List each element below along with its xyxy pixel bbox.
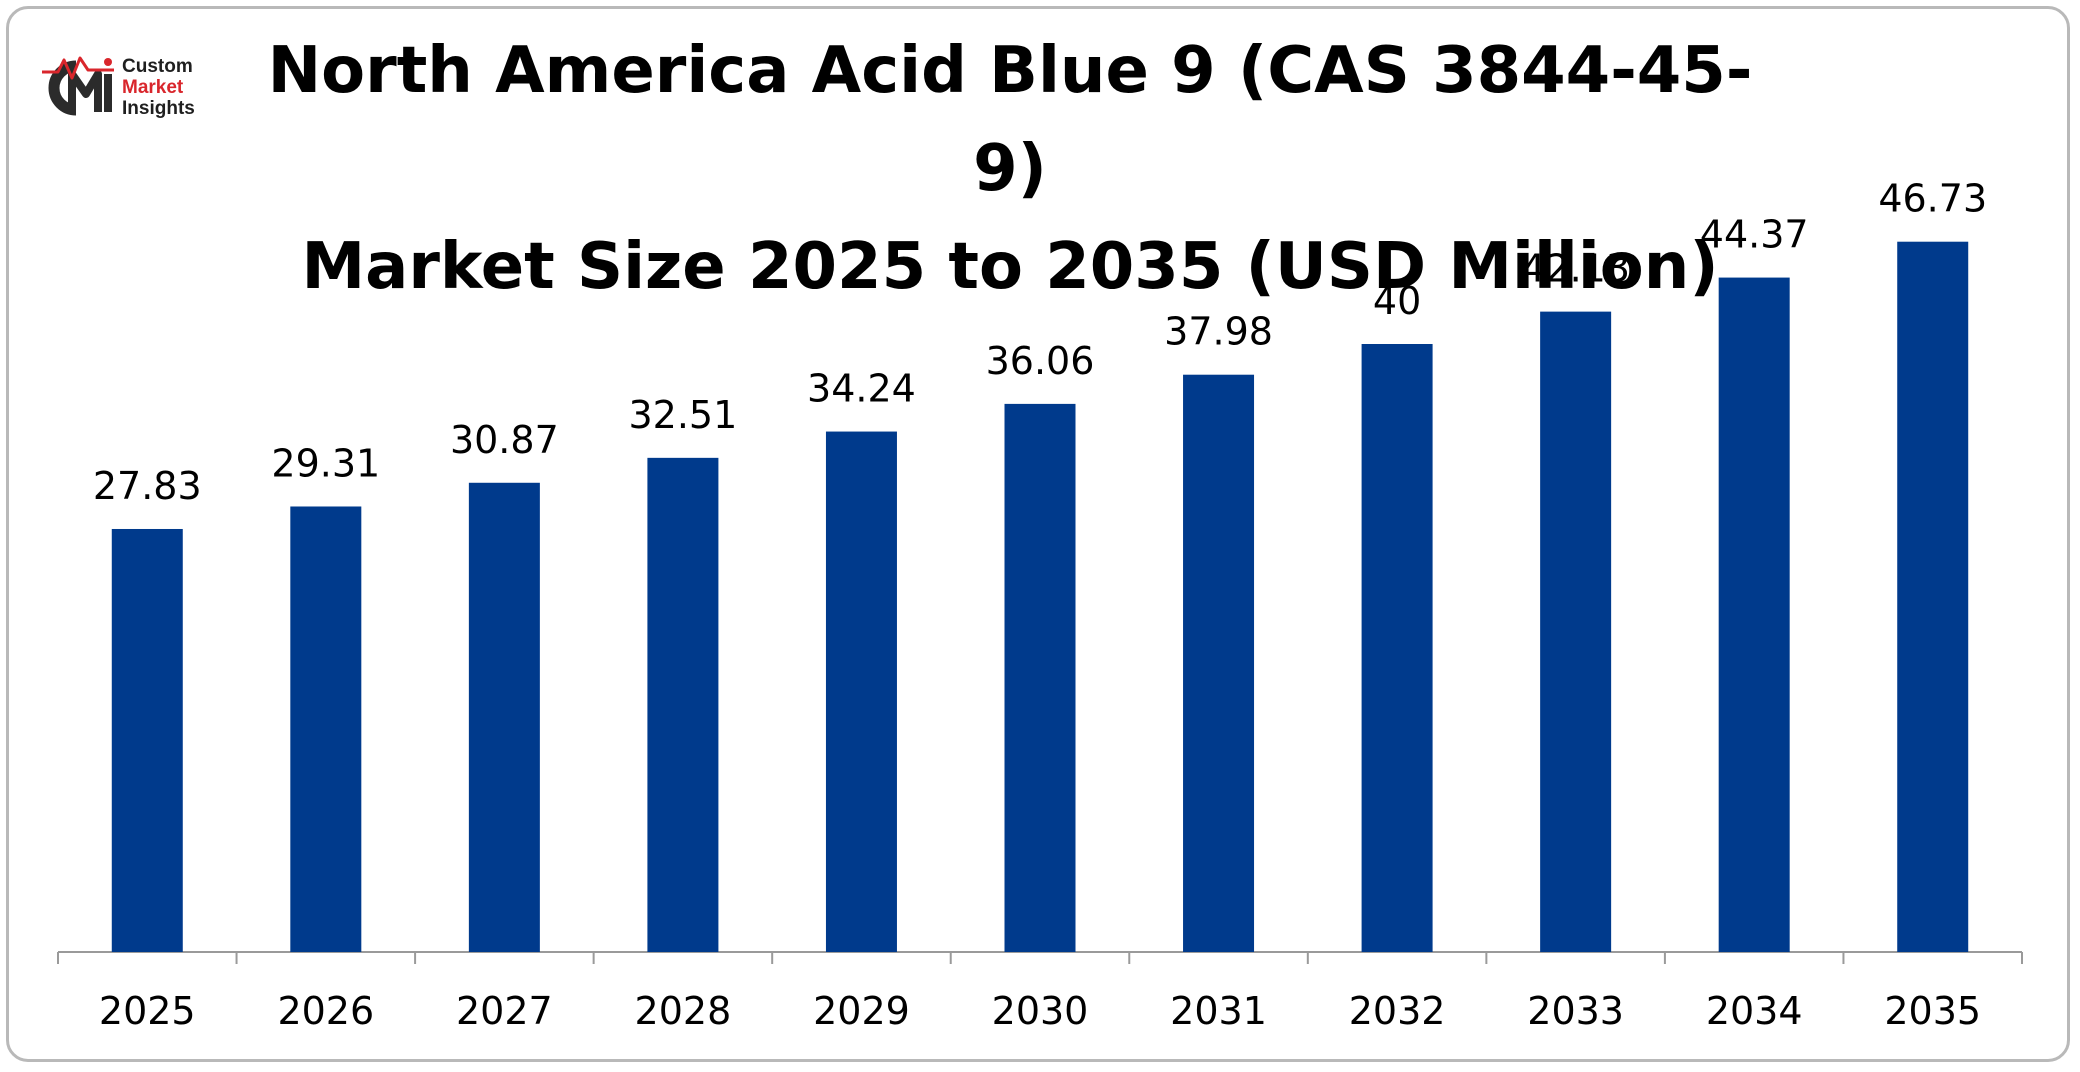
chart-title-line1: North America Acid Blue 9 (CAS 3844-45-9… [267, 34, 1753, 206]
brand-name: Custom Market Insights [122, 56, 195, 119]
x-tick-label-2032: 2032 [1349, 989, 1446, 1033]
data-label-2026: 29.31 [271, 441, 380, 485]
x-tick-label-2031: 2031 [1170, 989, 1267, 1033]
data-label-2031: 37.98 [1164, 310, 1273, 354]
x-tick-label-2027: 2027 [456, 989, 553, 1033]
data-label-2032: 40 [1373, 279, 1421, 323]
bar-2031 [1183, 374, 1255, 953]
data-label-2027: 30.87 [450, 418, 559, 462]
chart-title-line2: Market Size 2025 to 2035 (USD Million) [301, 230, 1719, 304]
x-tick-label-2029: 2029 [813, 989, 910, 1033]
x-tick-label-2028: 2028 [635, 989, 732, 1033]
data-label-2028: 32.51 [629, 393, 738, 437]
brand-name-line1: Custom [122, 56, 193, 77]
x-tick-label-2034: 2034 [1706, 989, 1803, 1033]
brand-logo: Custom Market Insights [36, 48, 226, 128]
brand-name-line3: Insights [122, 98, 195, 119]
bar-2033 [1540, 311, 1612, 952]
x-tick-label-2033: 2033 [1527, 989, 1624, 1033]
bar-2030 [1004, 403, 1076, 952]
bar-2028 [647, 457, 719, 952]
bar-2035 [1897, 241, 1969, 953]
data-label-2025: 27.83 [93, 464, 202, 508]
chart-title: North America Acid Blue 9 (CAS 3844-45-9… [240, 22, 1780, 316]
bar-2026 [290, 506, 362, 952]
brand-name-line2: Market [122, 77, 184, 98]
bar-2032 [1361, 344, 1433, 952]
data-label-2030: 36.06 [986, 339, 1095, 383]
x-tick-label-2025: 2025 [99, 989, 196, 1033]
x-tick-label-2035: 2035 [1884, 989, 1981, 1033]
bar-2027 [468, 482, 540, 952]
bar-2029 [825, 431, 897, 952]
x-tick-label-2030: 2030 [992, 989, 1089, 1033]
bar-2034 [1718, 277, 1790, 952]
x-tick-label-2026: 2026 [277, 989, 374, 1033]
data-label-2034: 44.37 [1700, 213, 1809, 257]
data-label-2035: 46.73 [1878, 177, 1987, 221]
data-label-2033: 42.13 [1521, 247, 1630, 291]
cmi-logo-icon [42, 56, 114, 116]
bar-2025 [111, 528, 183, 952]
data-label-2029: 34.24 [807, 367, 916, 411]
